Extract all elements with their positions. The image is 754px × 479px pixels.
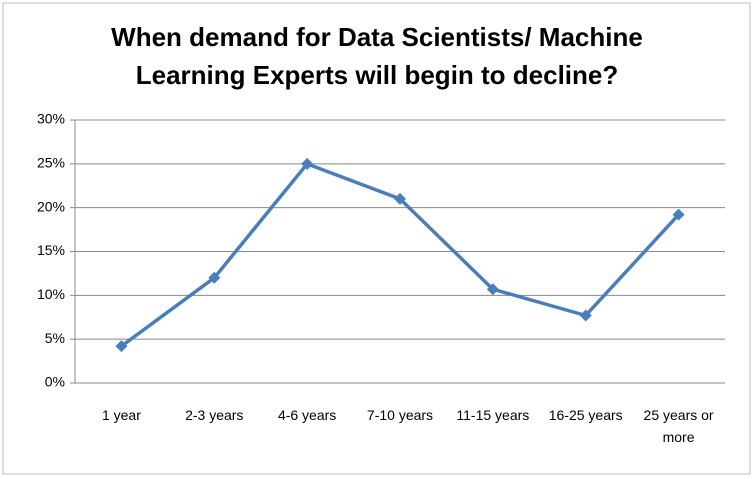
y-tick-label: 0%: [45, 374, 65, 390]
y-tick-label: 20%: [37, 198, 65, 214]
data-point: [301, 157, 314, 170]
data-point: [486, 283, 499, 296]
x-tick-label: 4-6 years: [277, 407, 337, 423]
y-tick-label: 25%: [37, 155, 65, 171]
data-point: [672, 208, 685, 221]
chart-title: When demand for Data Scientists/ Machine…: [111, 22, 643, 90]
y-tick-label: 30%: [37, 111, 65, 127]
data-point: [208, 271, 221, 284]
data-point: [394, 192, 406, 205]
x-tick-label: 1 year: [101, 407, 141, 423]
x-tick-label: 7-10 years: [366, 407, 434, 423]
x-tick-label: 16-25 years: [548, 407, 623, 423]
y-tick-label: 5%: [45, 330, 65, 346]
data-point: [115, 340, 128, 353]
x-tick-label: 25 years or more: [643, 407, 714, 445]
y-tick-label: 15%: [37, 242, 65, 258]
x-tick-label: 11-15 years: [456, 407, 530, 423]
data-point: [579, 309, 592, 322]
y-tick-label: 10%: [37, 286, 65, 302]
x-tick-label: 2-3 years: [185, 407, 244, 423]
series-line: [120, 162, 680, 348]
